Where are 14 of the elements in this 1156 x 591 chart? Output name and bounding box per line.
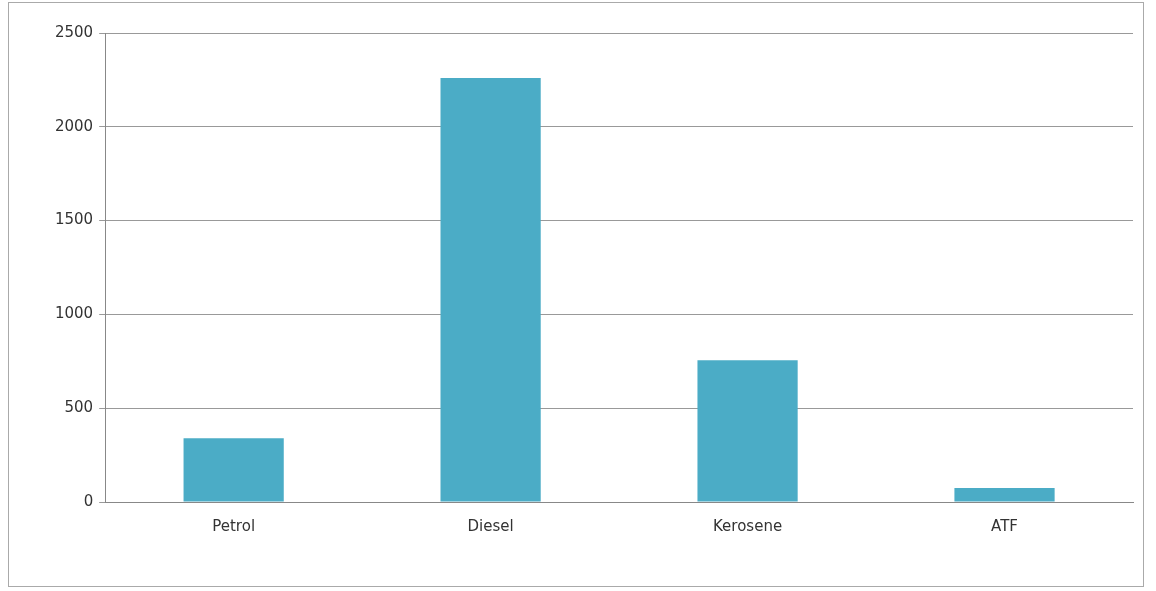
y-tick-label: 0 [83, 491, 94, 510]
y-tick-label: 2000 [54, 116, 94, 135]
y-tick-label: 1000 [54, 304, 94, 323]
y-tick-label: 2500 [54, 22, 94, 41]
x-tick-label: Petrol [212, 516, 256, 535]
x-tick-label: Diesel [467, 516, 514, 535]
bar [697, 360, 798, 502]
y-tick-label: 500 [64, 398, 94, 417]
x-tick-label: ATF [991, 516, 1018, 535]
bar [954, 487, 1055, 502]
bar [183, 438, 284, 502]
x-tick-label: Kerosene [713, 516, 783, 535]
bar [440, 78, 541, 502]
y-tick-label: 1500 [54, 210, 94, 229]
